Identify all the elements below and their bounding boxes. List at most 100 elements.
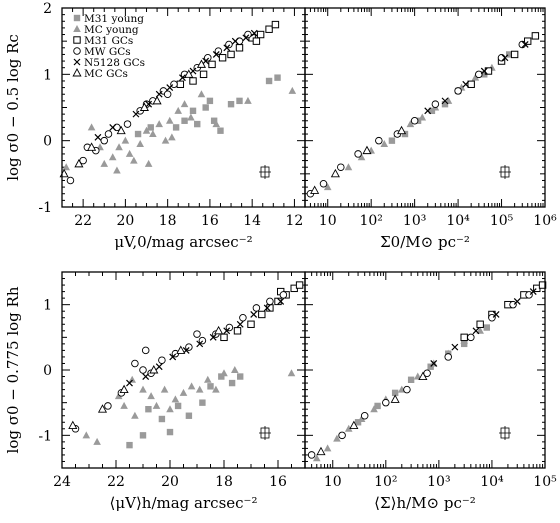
x-tick-label: 10⁵ bbox=[533, 474, 557, 490]
series-n5128-gcs bbox=[126, 297, 285, 387]
data-point bbox=[113, 123, 121, 132]
data-point bbox=[228, 379, 236, 387]
data-point bbox=[139, 432, 147, 439]
legend-label: M31 GCs bbox=[84, 35, 133, 47]
data-point bbox=[166, 428, 174, 436]
data-point bbox=[220, 333, 228, 342]
data-point bbox=[145, 100, 153, 108]
data-point bbox=[115, 143, 123, 151]
data-point bbox=[158, 415, 166, 423]
data-point bbox=[454, 87, 462, 95]
data-point bbox=[199, 70, 208, 79]
data-point bbox=[149, 130, 157, 138]
data-point bbox=[375, 136, 383, 145]
data-point bbox=[207, 383, 214, 390]
data-point bbox=[252, 304, 261, 312]
data-point bbox=[125, 149, 134, 157]
data-point bbox=[131, 411, 139, 419]
series-mc-gcs bbox=[68, 325, 224, 429]
plot-frame bbox=[304, 7, 546, 208]
series-mc-gcs bbox=[310, 125, 407, 194]
data-point bbox=[196, 59, 207, 68]
data-point bbox=[109, 123, 117, 131]
data-point bbox=[160, 385, 169, 393]
legend-label: MC GCs bbox=[84, 68, 128, 80]
legend-marker bbox=[73, 36, 81, 44]
data-point bbox=[357, 415, 366, 422]
x-axis-label: Σ0/M⊙ pc⁻² bbox=[380, 233, 470, 251]
data-point bbox=[149, 365, 159, 374]
data-point bbox=[235, 44, 244, 52]
data-point bbox=[354, 419, 362, 426]
panel-4: 10 10² 10³ 10⁴ 10⁵ ⟨Σ⟩h/M⊙ pc⁻² bbox=[304, 271, 557, 512]
data-point bbox=[247, 320, 255, 328]
legend-label: N5128 GCs bbox=[84, 57, 145, 69]
data-point bbox=[212, 51, 220, 58]
data-point bbox=[492, 311, 500, 318]
data-point bbox=[187, 113, 195, 121]
series-m31-young bbox=[388, 51, 513, 144]
series-m31-gcs bbox=[176, 20, 280, 88]
data-point bbox=[212, 120, 221, 128]
data-point bbox=[97, 404, 108, 413]
series-mc-young bbox=[312, 326, 484, 462]
data-point bbox=[390, 394, 400, 403]
data-point bbox=[212, 385, 220, 393]
data-point bbox=[370, 405, 378, 413]
y-tick-label: 1 bbox=[43, 67, 52, 83]
x-tick-label: 18 bbox=[159, 213, 177, 229]
data-point bbox=[337, 163, 345, 171]
data-point bbox=[131, 359, 139, 368]
data-point bbox=[62, 163, 71, 171]
data-point bbox=[147, 392, 155, 400]
data-point bbox=[165, 116, 174, 124]
data-point bbox=[333, 434, 341, 442]
data-point bbox=[451, 343, 459, 351]
data-point bbox=[158, 356, 166, 364]
data-point bbox=[82, 431, 91, 439]
data-point bbox=[382, 398, 390, 407]
data-point bbox=[94, 133, 102, 141]
data-point bbox=[108, 153, 117, 161]
x-tick-label: 14 bbox=[243, 213, 261, 229]
data-point bbox=[265, 25, 273, 33]
legend-marker bbox=[73, 14, 81, 22]
legend-marker bbox=[72, 68, 82, 77]
data-point bbox=[120, 401, 128, 409]
data-point bbox=[194, 120, 201, 128]
y-tick-label: 0 bbox=[43, 363, 52, 379]
data-point bbox=[360, 411, 369, 420]
x-tick-label: 12 bbox=[286, 213, 304, 229]
x-tick-label: 10 bbox=[324, 474, 342, 490]
data-point bbox=[531, 32, 540, 40]
data-point bbox=[444, 353, 452, 361]
data-point bbox=[168, 133, 176, 141]
data-point bbox=[403, 385, 411, 394]
data-point bbox=[501, 54, 509, 62]
data-point bbox=[274, 74, 281, 81]
data-point bbox=[174, 402, 182, 410]
data-point bbox=[214, 325, 224, 335]
data-point bbox=[513, 297, 521, 305]
data-point bbox=[141, 346, 150, 355]
data-point bbox=[344, 424, 353, 432]
x-tick-label: 24 bbox=[53, 474, 71, 490]
data-point bbox=[462, 80, 470, 88]
data-point bbox=[467, 333, 475, 342]
data-point bbox=[279, 291, 288, 299]
x-axis-label: μV,0/mag arcsec⁻² bbox=[114, 233, 252, 251]
data-point bbox=[128, 375, 136, 383]
data-point bbox=[113, 166, 121, 174]
data-point bbox=[139, 102, 149, 111]
data-point bbox=[180, 100, 189, 108]
x-tick-label: 22 bbox=[107, 474, 125, 490]
data-point bbox=[87, 142, 97, 151]
data-point bbox=[166, 405, 174, 413]
data-point bbox=[407, 376, 415, 383]
x-tick-label: 10² bbox=[359, 213, 382, 229]
data-point bbox=[538, 281, 547, 289]
data-point bbox=[193, 330, 201, 338]
error-bar bbox=[499, 426, 511, 440]
y-tick-label: 1 bbox=[43, 298, 52, 314]
error-bar bbox=[499, 165, 511, 179]
